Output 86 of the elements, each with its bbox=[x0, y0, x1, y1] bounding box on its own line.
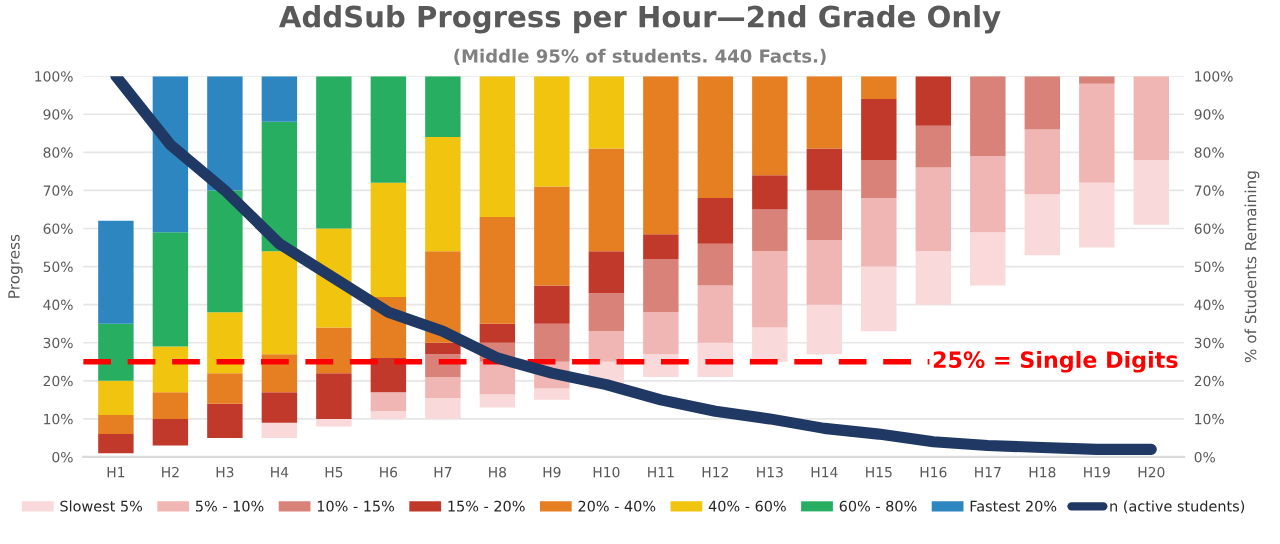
bar bbox=[861, 76, 897, 100]
bar bbox=[261, 392, 298, 423]
bar bbox=[970, 232, 1006, 286]
bar bbox=[1079, 182, 1115, 248]
bar bbox=[588, 251, 625, 294]
bar bbox=[261, 76, 298, 122]
bar bbox=[370, 411, 407, 419]
bar bbox=[752, 209, 788, 252]
bar bbox=[915, 76, 952, 126]
bar bbox=[316, 76, 352, 229]
bar bbox=[588, 331, 625, 362]
bar bbox=[861, 198, 897, 267]
bar bbox=[98, 323, 134, 381]
bar bbox=[861, 266, 897, 332]
bar bbox=[425, 376, 461, 398]
bar bbox=[806, 76, 843, 149]
bar bbox=[970, 156, 1006, 233]
bar bbox=[697, 76, 734, 199]
bar bbox=[98, 415, 134, 435]
bar bbox=[479, 217, 516, 324]
bar bbox=[261, 422, 298, 438]
ref-line-label: 25% = Single Digits bbox=[933, 350, 1178, 373]
bar bbox=[152, 346, 189, 393]
bar bbox=[98, 380, 134, 416]
bar bbox=[207, 76, 243, 191]
bar bbox=[534, 388, 570, 400]
bar bbox=[806, 304, 843, 355]
bar bbox=[643, 312, 679, 355]
bar bbox=[588, 148, 625, 252]
bar bbox=[1133, 159, 1170, 225]
bar bbox=[370, 182, 407, 298]
bar bbox=[207, 190, 243, 313]
bar bbox=[425, 76, 461, 138]
bar bbox=[425, 342, 461, 355]
bar bbox=[98, 220, 134, 324]
bar bbox=[588, 293, 625, 332]
bar bbox=[861, 159, 897, 199]
bar bbox=[915, 167, 952, 252]
bar bbox=[752, 327, 788, 362]
bar bbox=[425, 397, 461, 419]
bar bbox=[98, 434, 134, 454]
bar bbox=[1079, 76, 1115, 84]
bar bbox=[316, 327, 352, 374]
bar bbox=[152, 392, 189, 419]
bar bbox=[697, 243, 734, 286]
bar bbox=[752, 76, 788, 176]
bar bbox=[752, 175, 788, 210]
bar bbox=[425, 137, 461, 252]
chart-title: AddSub Progress per Hour—2nd Grade Only bbox=[279, 5, 1001, 34]
bar bbox=[207, 373, 243, 404]
bar bbox=[915, 125, 952, 168]
bar bbox=[588, 76, 625, 149]
bar bbox=[806, 190, 843, 240]
bar bbox=[643, 76, 679, 235]
bar bbox=[534, 285, 570, 324]
bar bbox=[207, 312, 243, 374]
bar bbox=[207, 403, 243, 438]
bar bbox=[915, 251, 952, 305]
bar bbox=[970, 76, 1006, 157]
chart-subtitle: (Middle 95% of students. 440 Facts.) bbox=[454, 48, 826, 65]
bar bbox=[316, 373, 352, 419]
bar bbox=[1024, 129, 1061, 195]
bar bbox=[152, 418, 189, 446]
bar bbox=[1133, 76, 1170, 160]
bar bbox=[1024, 76, 1061, 130]
bar bbox=[861, 99, 897, 160]
bar bbox=[479, 76, 516, 218]
bar bbox=[1024, 194, 1061, 256]
bar bbox=[643, 258, 679, 313]
bar bbox=[806, 148, 843, 191]
bar bbox=[316, 418, 352, 427]
bar bbox=[1079, 83, 1115, 183]
bar bbox=[370, 76, 407, 183]
bar bbox=[479, 323, 516, 343]
bar bbox=[806, 239, 843, 305]
bar bbox=[534, 186, 570, 286]
bar bbox=[534, 323, 570, 362]
bar bbox=[370, 392, 407, 412]
bar bbox=[752, 251, 788, 328]
bar bbox=[534, 76, 570, 187]
bar bbox=[152, 232, 189, 347]
bar bbox=[643, 234, 679, 259]
bar bbox=[697, 285, 734, 343]
bar bbox=[261, 251, 298, 355]
bar bbox=[479, 394, 516, 408]
bar bbox=[697, 198, 734, 244]
